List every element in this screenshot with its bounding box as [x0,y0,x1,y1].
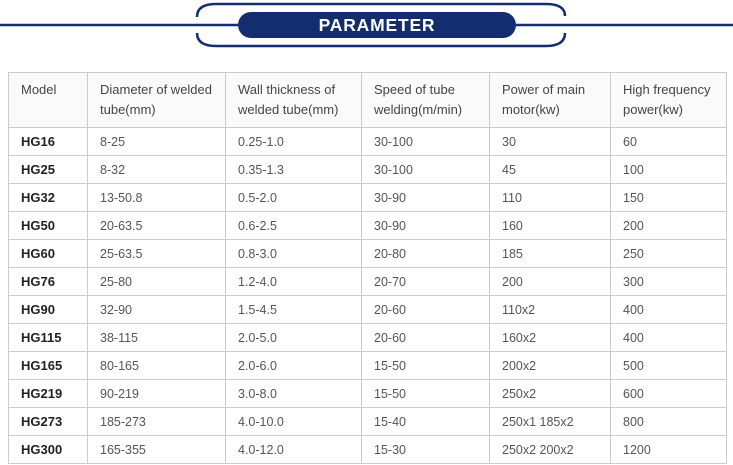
model-cell: HG273 [8,407,88,437]
model-cell: HG25 [8,155,88,185]
hf-cell: 200 [610,211,727,241]
hf-cell: 800 [610,407,727,437]
speed-cell: 15-50 [361,379,490,409]
speed-cell: 15-50 [361,351,490,381]
model-cell: HG50 [8,211,88,241]
motor-cell: 110 [489,183,611,213]
diameter-cell: 90-219 [87,379,226,409]
motor-cell: 160 [489,211,611,241]
diameter-cell: 25-80 [87,267,226,297]
wall-cell: 1.2-4.0 [225,267,362,297]
hf-cell: 400 [610,295,727,325]
hf-cell: 300 [610,267,727,297]
wall-cell: 0.25-1.0 [225,127,362,157]
hf-cell: 60 [610,127,727,157]
speed-cell: 30-90 [361,183,490,213]
motor-cell: 250x1 185x2 [489,407,611,437]
diameter-cell: 185-273 [87,407,226,437]
model-cell: HG76 [8,267,88,297]
table-row: HG115 38-115 2.0-5.0 20-60 160x2 400 [8,323,727,353]
motor-cell: 45 [489,155,611,185]
speed-cell: 20-60 [361,323,490,353]
diameter-cell: 165-355 [87,435,226,465]
model-cell: HG165 [8,351,88,381]
wall-cell: 1.5-4.5 [225,295,362,325]
header-row: Model Diameter of welded tube(mm) Wall t… [8,71,727,129]
wall-cell: 4.0-10.0 [225,407,362,437]
speed-cell: 20-70 [361,267,490,297]
table-row: HG165 80-165 2.0-6.0 15-50 200x2 500 [8,351,727,381]
diameter-cell: 80-165 [87,351,226,381]
diameter-cell: 38-115 [87,323,226,353]
table-row: HG16 8-25 0.25-1.0 30-100 30 60 [8,127,727,157]
model-cell: HG300 [8,435,88,465]
parameter-title-pill: PARAMETER [238,12,516,38]
motor-cell: 200 [489,267,611,297]
parameter-table: Model Diameter of welded tube(mm) Wall t… [8,71,727,465]
col-header-motor-power: Power of main motor(kw) [489,71,611,129]
wall-cell: 2.0-5.0 [225,323,362,353]
wall-cell: 0.8-3.0 [225,239,362,269]
model-cell: HG60 [8,239,88,269]
col-header-model: Model [8,71,88,129]
col-header-speed: Speed of tube welding(m/min) [361,71,490,129]
col-header-hf-power: High frequency power(kw) [610,71,727,129]
speed-cell: 30-100 [361,155,490,185]
hf-cell: 150 [610,183,727,213]
motor-cell: 250x2 200x2 [489,435,611,465]
table-row: HG76 25-80 1.2-4.0 20-70 200 300 [8,267,727,297]
diameter-cell: 8-32 [87,155,226,185]
motor-cell: 160x2 [489,323,611,353]
wall-cell: 2.0-6.0 [225,351,362,381]
motor-cell: 200x2 [489,351,611,381]
speed-cell: 15-30 [361,435,490,465]
model-cell: HG32 [8,183,88,213]
hf-cell: 400 [610,323,727,353]
parameter-banner: PARAMETER [0,0,733,56]
motor-cell: 250x2 [489,379,611,409]
hf-cell: 500 [610,351,727,381]
hf-cell: 250 [610,239,727,269]
table-row: HG273 185-273 4.0-10.0 15-40 250x1 185x2… [8,407,727,437]
model-cell: HG16 [8,127,88,157]
table-row: HG90 32-90 1.5-4.5 20-60 110x2 400 [8,295,727,325]
diameter-cell: 32-90 [87,295,226,325]
wall-cell: 0.5-2.0 [225,183,362,213]
speed-cell: 15-40 [361,407,490,437]
table-row: HG32 13-50.8 0.5-2.0 30-90 110 150 [8,183,727,213]
wall-cell: 4.0-12.0 [225,435,362,465]
speed-cell: 20-60 [361,295,490,325]
col-header-diameter: Diameter of welded tube(mm) [87,71,226,129]
parameter-title: PARAMETER [318,14,436,35]
hf-cell: 1200 [610,435,727,465]
diameter-cell: 13-50.8 [87,183,226,213]
model-cell: HG115 [8,323,88,353]
diameter-cell: 8-25 [87,127,226,157]
speed-cell: 30-90 [361,211,490,241]
table-row: HG25 8-32 0.35-1.3 30-100 45 100 [8,155,727,185]
diameter-cell: 25-63.5 [87,239,226,269]
model-cell: HG90 [8,295,88,325]
wall-cell: 0.6-2.5 [225,211,362,241]
speed-cell: 20-80 [361,239,490,269]
motor-cell: 110x2 [489,295,611,325]
hf-cell: 100 [610,155,727,185]
table-row: HG300 165-355 4.0-12.0 15-30 250x2 200x2… [8,435,727,465]
table-row: HG219 90-219 3.0-8.0 15-50 250x2 600 [8,379,727,409]
table-row: HG50 20-63.5 0.6-2.5 30-90 160 200 [8,211,727,241]
model-cell: HG219 [8,379,88,409]
parameter-table-container: Model Diameter of welded tube(mm) Wall t… [8,71,727,465]
wall-cell: 3.0-8.0 [225,379,362,409]
speed-cell: 30-100 [361,127,490,157]
wall-cell: 0.35-1.3 [225,155,362,185]
table-row: HG60 25-63.5 0.8-3.0 20-80 185 250 [8,239,727,269]
motor-cell: 185 [489,239,611,269]
banner-ornament-lines [0,2,733,48]
motor-cell: 30 [489,127,611,157]
hf-cell: 600 [610,379,727,409]
col-header-wall-thickness: Wall thickness of welded tube(mm) [225,71,362,129]
diameter-cell: 20-63.5 [87,211,226,241]
